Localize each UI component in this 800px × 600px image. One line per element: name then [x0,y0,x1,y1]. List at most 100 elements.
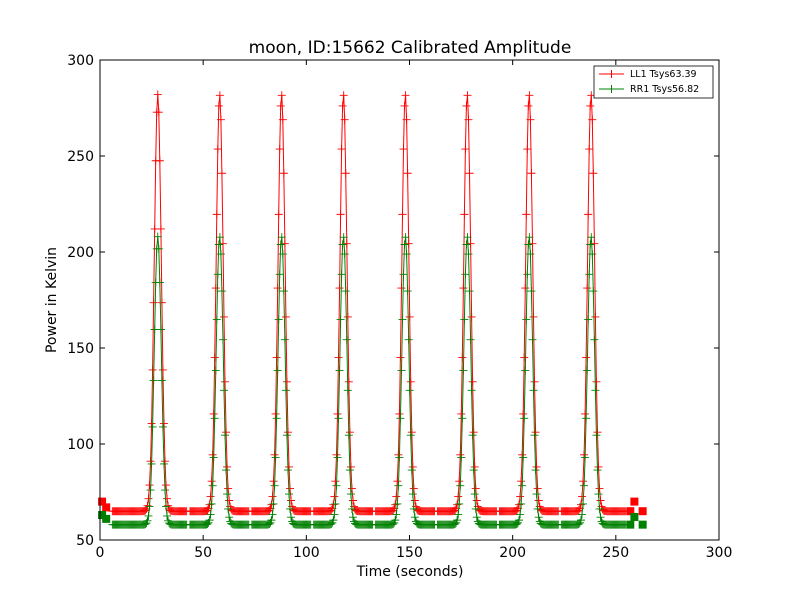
data-point [595,484,604,493]
data-point [589,169,598,178]
data-point [153,90,162,99]
data-point [453,500,462,509]
data-point [401,233,410,242]
data-point [148,422,157,431]
data-point [457,409,466,418]
data-point [451,506,460,515]
data-point [459,284,468,293]
y-tick-label: 200 [67,245,94,261]
data-point [272,414,281,423]
data-point [214,101,223,110]
data-point [594,490,603,499]
data-point [471,504,480,513]
data-point [211,284,220,293]
data-point [269,477,278,486]
data-point [346,490,355,499]
x-tick-label: 100 [293,545,320,561]
data-point [327,506,336,515]
data-point [577,492,586,501]
edge-point [626,507,635,516]
data-point [396,353,405,362]
data-point [272,353,281,362]
data-point [533,484,542,493]
data-point [515,516,524,525]
data-point [515,500,524,509]
data-point [286,484,295,493]
data-point [159,419,168,428]
data-point [264,520,273,529]
data-point [149,376,158,385]
data-point [466,335,475,344]
data-point [343,312,352,321]
data-point [395,453,404,462]
data-point [145,481,154,490]
data-point [147,459,156,468]
data-point [206,510,215,519]
legend-label-rr1: RR1 Tsys56.82 [630,84,699,95]
data-point [397,284,406,293]
data-point [533,504,542,513]
data-point [403,169,412,178]
data-point [583,366,592,375]
data-point [450,520,459,529]
data-point [455,477,464,486]
data-point [405,312,414,321]
legend-marker-ll1 [607,70,616,78]
data-point [336,315,345,324]
data-point [516,510,525,519]
data-point [534,496,543,505]
data-point [460,210,469,219]
data-point [153,232,162,241]
data-point [402,250,411,259]
data-point [592,431,601,440]
series-line [251,95,311,512]
data-point [268,510,277,519]
data-point [333,453,342,462]
data-point [211,366,220,375]
data-point [163,511,172,520]
data-point [519,409,528,418]
data-point [523,145,532,154]
data-point [584,315,593,324]
data-point [220,312,229,321]
data-point [345,466,354,475]
data-point [406,377,415,386]
data-point [593,466,602,475]
data-point [531,466,540,475]
legend: LL1 Tsys63.39 RR1 Tsys56.82 [593,65,714,99]
data-point [143,516,152,525]
data-point [335,284,344,293]
series-0 [98,90,647,516]
x-tick-label: 200 [499,545,526,561]
data-point [464,115,473,124]
data-point [463,233,472,242]
data-point [155,156,164,165]
series-line [251,237,311,526]
data-point [467,312,476,321]
data-point [455,499,464,508]
data-point [410,496,419,505]
data-point [206,492,215,501]
data-point [203,506,212,515]
data-point [327,519,336,528]
data-point [518,481,527,490]
data-point [521,366,530,375]
data-point [210,414,219,423]
data-point [347,504,356,513]
data-point [279,287,288,296]
data-point [269,499,278,508]
data-point [337,145,346,154]
data-point [326,520,335,529]
data-point [341,169,350,178]
series-line [375,95,435,512]
data-point [343,386,352,395]
data-point [212,315,221,324]
data-point [391,500,400,509]
data-point [404,335,413,344]
data-point [519,453,528,462]
data-point [331,477,340,486]
data-point [399,145,408,154]
data-point [148,365,157,374]
data-point [462,240,471,249]
edge-point [98,497,107,506]
